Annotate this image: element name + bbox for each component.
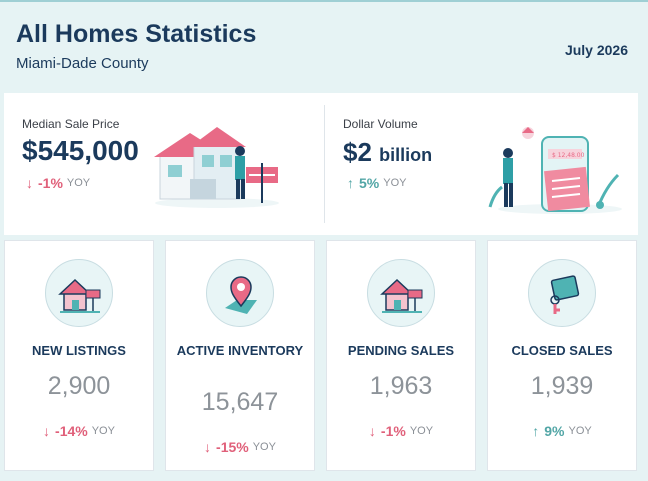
- stat-value: 15,647: [201, 388, 279, 416]
- phone-transaction-illustration: $ 12,48.00: [488, 127, 622, 214]
- arrow-down-icon: ↓: [368, 423, 376, 439]
- yoy-label: YOY: [409, 425, 434, 437]
- volume-change-text: 5%: [359, 175, 380, 191]
- page-subtitle: Miami-Dade County: [16, 55, 149, 72]
- top-rule: [0, 0, 648, 2]
- summary-card: Median Sale Price $545,000 ↓ -1% YOY Dol…: [4, 93, 638, 235]
- median-price-value: $545,000: [22, 135, 139, 166]
- stat-change: ↓ -1% YOY: [327, 423, 475, 439]
- arrow-up-icon: ↑: [347, 175, 354, 191]
- panel-divider: [324, 105, 325, 223]
- dollar-volume-value: $2 billion: [343, 137, 432, 168]
- icon-circle: [367, 259, 435, 327]
- stat-title: NEW LISTINGS: [32, 343, 126, 358]
- stat-value: 2,900: [47, 372, 111, 400]
- icon-circle: [528, 259, 596, 327]
- stat-change: ↓ -15% YOY: [166, 439, 314, 455]
- house-sign-icon: [380, 278, 423, 313]
- svg-text:$ 12,48.00: $ 12,48.00: [552, 152, 585, 159]
- arrow-down-icon: ↓: [43, 423, 51, 439]
- stat-title: PENDING SALES: [347, 343, 455, 358]
- stat-value: 1,939: [530, 372, 594, 400]
- report-date: July 2026: [564, 42, 628, 58]
- stat-change-text: -1%: [380, 423, 406, 439]
- icon-circle: [206, 259, 274, 327]
- yoy-label: YOY: [91, 425, 115, 437]
- yoy-label: YOY: [568, 425, 592, 437]
- yoy-label: YOY: [252, 441, 276, 453]
- stat-card-closed-sales: CLOSED SALES 1,939 ↑ 9% YOY: [487, 240, 637, 471]
- stat-value: 1,963: [369, 372, 433, 400]
- dollar-volume-amount: $2: [343, 137, 372, 167]
- stat-title: CLOSED SALES: [511, 343, 613, 358]
- location-pin-icon: [225, 276, 257, 314]
- median-price-change: ↓ -1% YOY: [26, 175, 90, 191]
- yoy-label: YOY: [66, 177, 91, 189]
- dollar-volume-label: Dollar Volume: [343, 117, 418, 131]
- icon-circle: [45, 259, 113, 327]
- arrow-up-icon: ↑: [532, 423, 540, 439]
- dollar-volume-change: ↑ 5% YOY: [347, 175, 406, 191]
- stat-title: ACTIVE INVENTORY: [176, 343, 304, 358]
- page-title: All Homes Statistics: [16, 20, 257, 48]
- house-sign-icon: [58, 278, 101, 313]
- yoy-label: YOY: [383, 177, 407, 189]
- stat-change: ↓ -14% YOY: [5, 423, 153, 439]
- stat-change-text: 9%: [544, 423, 565, 439]
- stat-change-text: -14%: [55, 423, 88, 439]
- arrow-down-icon: ↓: [204, 439, 212, 455]
- dollar-volume-unit: billion: [379, 145, 433, 165]
- key-icon: [550, 275, 580, 314]
- stat-card-active-inventory: ACTIVE INVENTORY 15,647 ↓ -15% YOY: [165, 240, 315, 471]
- stat-change-text: -15%: [216, 439, 249, 455]
- arrow-down-icon: ↓: [26, 175, 33, 191]
- stat-card-pending-sales: PENDING SALES 1,963 ↓ -1% YOY: [326, 240, 476, 471]
- median-change-text: -1%: [38, 175, 63, 191]
- stat-change: ↑ 9% YOY: [488, 423, 636, 439]
- stat-card-new-listings: NEW LISTINGS 2,900 ↓ -14% YOY: [4, 240, 154, 471]
- median-price-label: Median Sale Price: [22, 117, 120, 131]
- house-with-for-sale-sign-illustration: [154, 127, 279, 208]
